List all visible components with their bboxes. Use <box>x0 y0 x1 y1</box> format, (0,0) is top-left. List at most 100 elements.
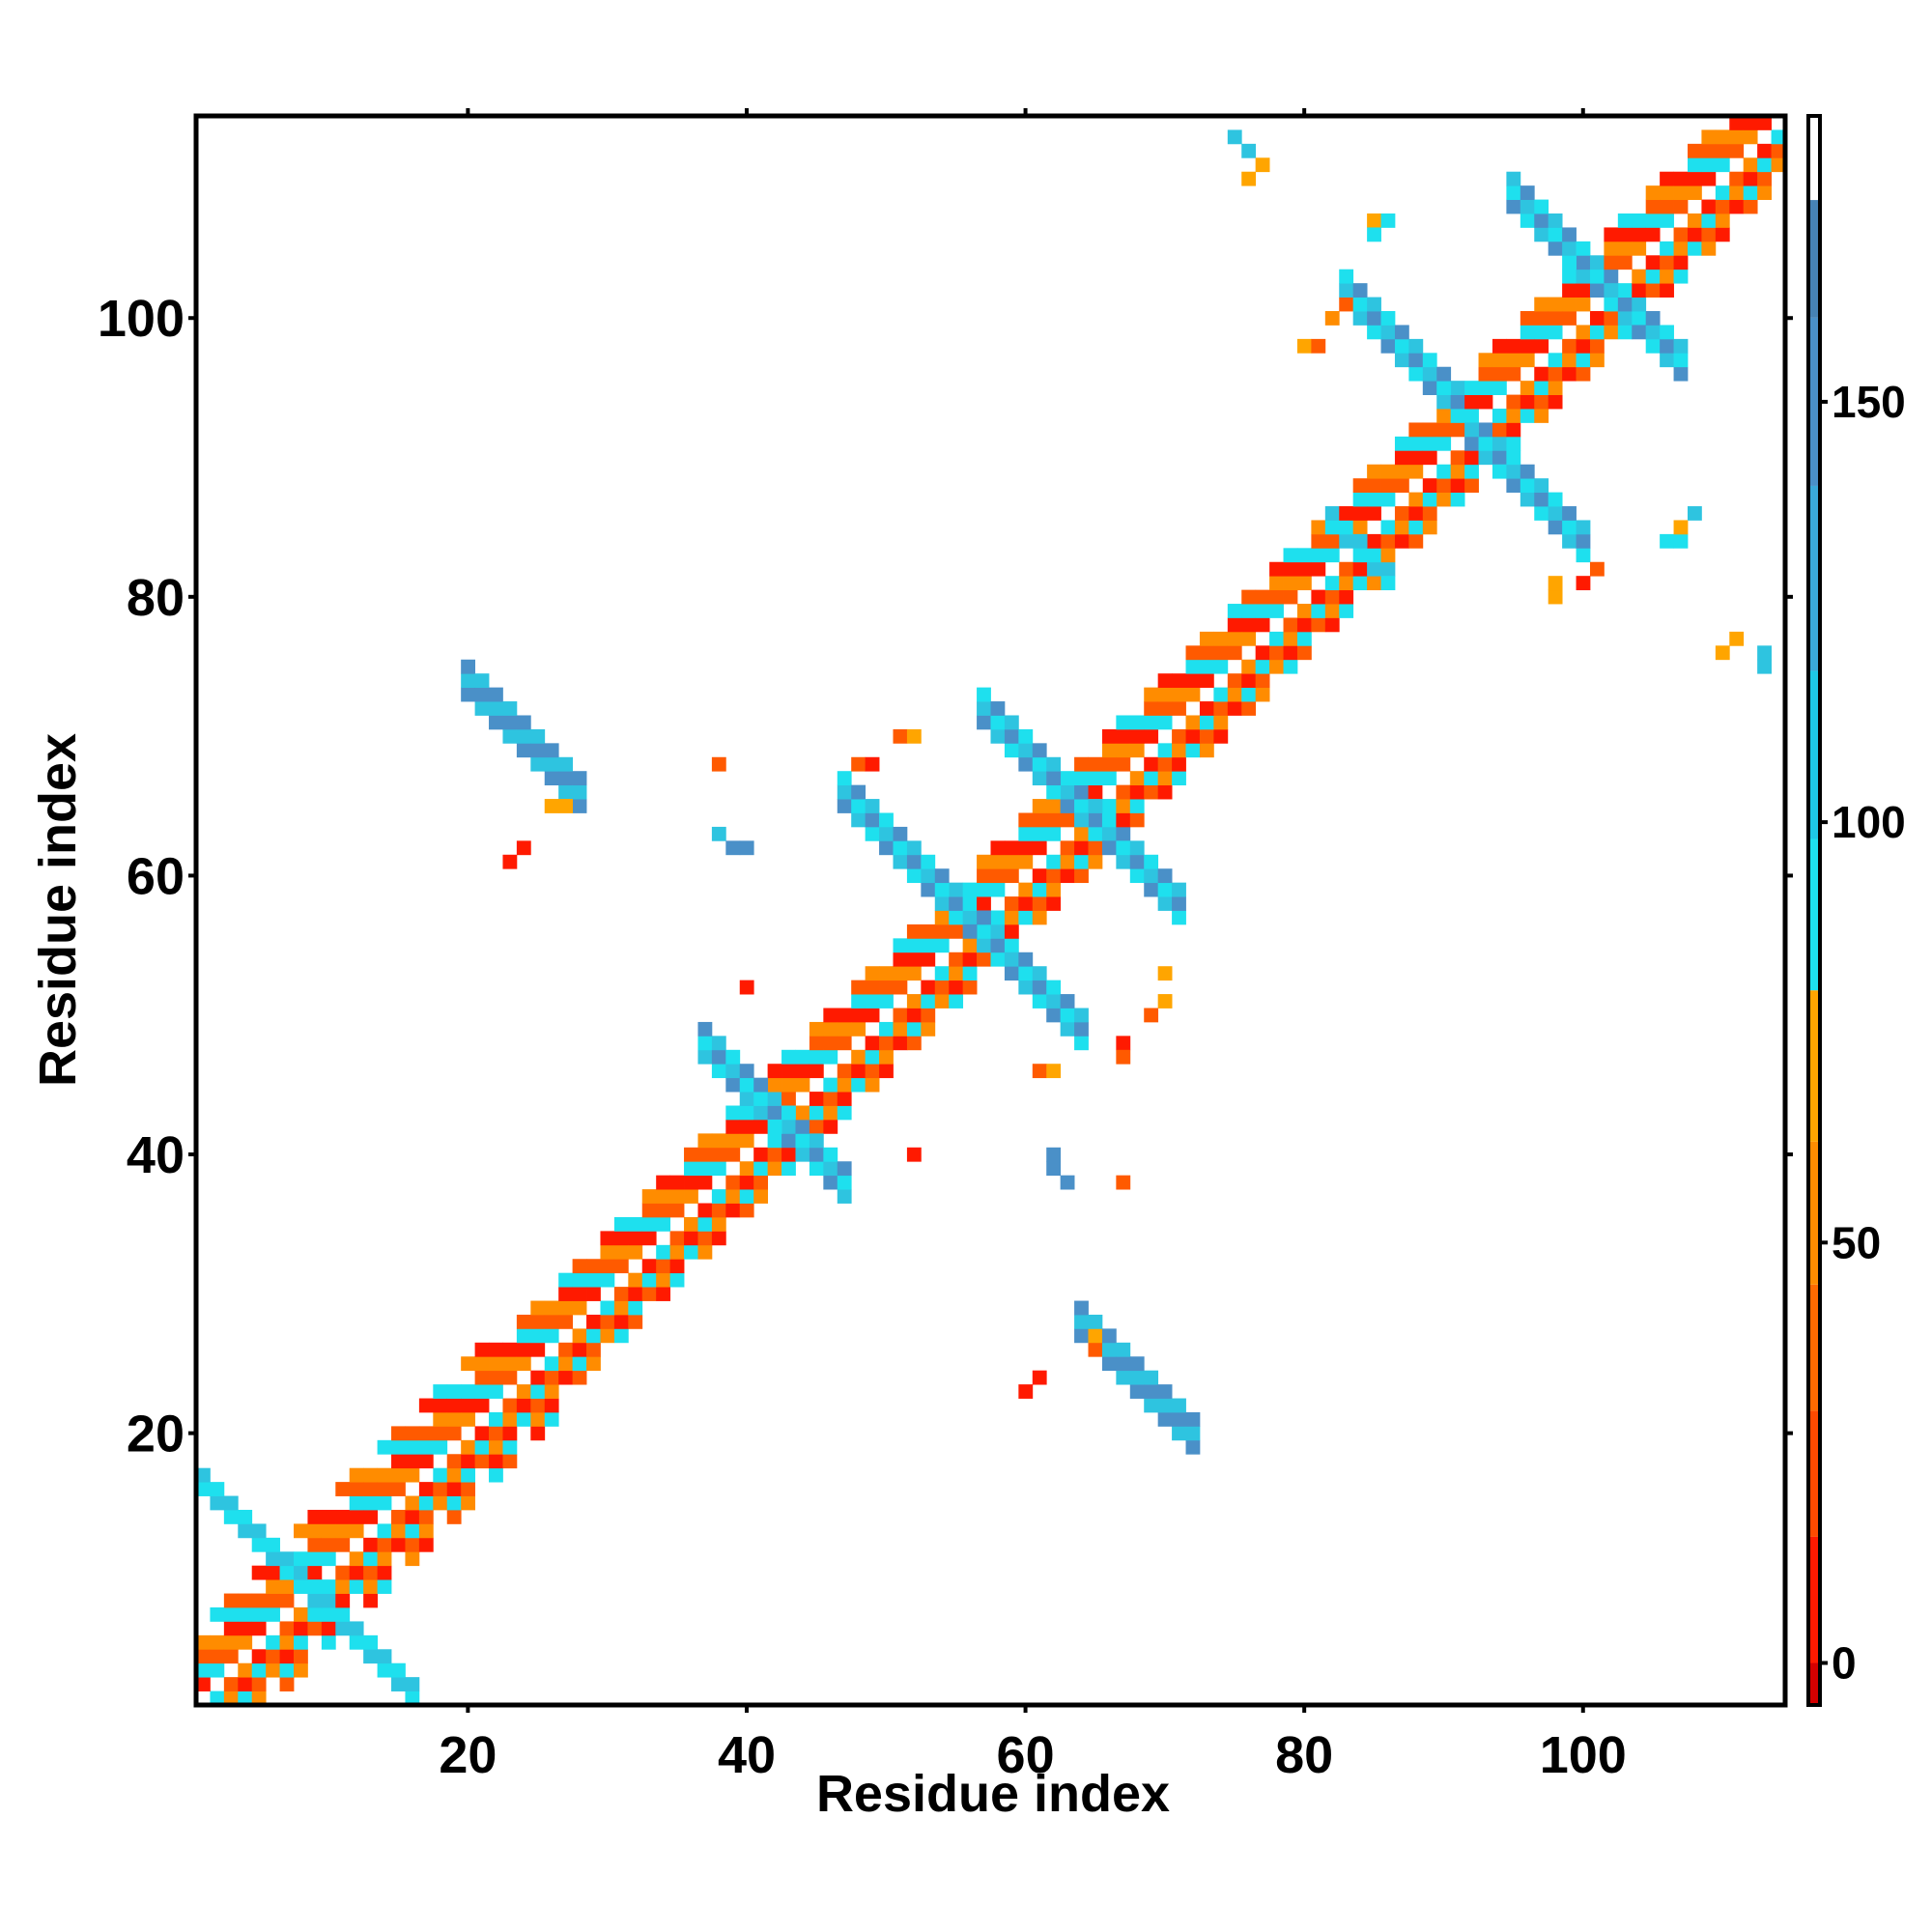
heatmap-cell <box>656 1244 671 1260</box>
heatmap-cell <box>1172 1426 1186 1441</box>
colorbar-band <box>1808 1284 1820 1411</box>
heatmap-cell <box>1520 213 1535 228</box>
heatmap-cell <box>1534 506 1549 521</box>
heatmap-cell <box>1157 687 1173 702</box>
heatmap-cell <box>795 1105 810 1121</box>
heatmap-cell <box>279 1579 295 1594</box>
heatmap-cell <box>781 1105 796 1121</box>
heatmap-cell <box>266 1649 280 1664</box>
heatmap-cell <box>1116 743 1131 758</box>
heatmap-cell <box>1548 241 1563 256</box>
heatmap-cell <box>391 1523 406 1539</box>
heatmap-cell <box>461 1482 475 1496</box>
heatmap-cell <box>837 1175 852 1190</box>
heatmap-cell <box>641 1231 657 1246</box>
heatmap-cell <box>893 966 908 981</box>
heatmap-cell <box>1004 896 1019 911</box>
heatmap-cell <box>1004 854 1019 869</box>
heatmap-cell <box>1673 185 1689 200</box>
heatmap-cell <box>1715 185 1730 200</box>
heatmap-cell <box>1157 701 1173 716</box>
colorbar: 0 50 100 150 <box>1806 114 1906 1707</box>
heatmap-cell <box>823 1175 838 1190</box>
heatmap-cell <box>349 1621 364 1636</box>
heatmap-cell <box>1408 492 1424 507</box>
heatmap-cell <box>1492 422 1507 438</box>
heatmap-cell <box>530 1384 546 1399</box>
heatmap-cell <box>1408 450 1424 466</box>
heatmap-cell <box>1144 756 1159 772</box>
heatmap-cell <box>558 799 574 813</box>
heatmap-cell <box>1101 771 1117 786</box>
heatmap-cell <box>809 1064 824 1079</box>
x-tick-label: 80 <box>1275 1726 1333 1784</box>
heatmap-cell <box>656 1272 671 1288</box>
heatmap-cell <box>446 1398 462 1413</box>
heatmap-cell <box>879 1049 894 1065</box>
heatmap-cell <box>1144 1384 1159 1399</box>
heatmap-cell <box>949 980 964 995</box>
heatmap-cell <box>446 1509 462 1524</box>
heatmap-cell <box>851 784 867 800</box>
heatmap-cell <box>1129 854 1145 869</box>
heatmap-cell <box>753 1147 769 1162</box>
heatmap-cell <box>1617 311 1633 326</box>
heatmap-cell <box>893 854 908 869</box>
colorbar-band <box>1808 317 1820 486</box>
heatmap-cell <box>489 1384 503 1399</box>
heatmap-cell <box>1673 269 1689 284</box>
heatmap-cell <box>1576 338 1591 354</box>
heatmap-cell <box>196 1467 211 1483</box>
heatmap-cell <box>502 701 518 716</box>
heatmap-cell <box>266 1537 280 1552</box>
y-axis-ticks: 20 40 60 80 100 <box>98 290 1793 1463</box>
heatmap-cell <box>1004 938 1019 953</box>
heatmap-cell <box>1172 728 1186 744</box>
heatmap-cell <box>1283 589 1298 605</box>
heatmap-cell <box>377 1662 392 1678</box>
heatmap-cell <box>1074 854 1089 869</box>
heatmap-cell <box>335 1537 351 1552</box>
heatmap-cell <box>1506 450 1521 466</box>
heatmap-cell <box>1589 353 1605 368</box>
heatmap-cell <box>906 923 922 939</box>
heatmap-cell <box>377 1565 392 1580</box>
heatmap-cell <box>1311 533 1326 549</box>
heatmap-cell <box>1743 199 1758 214</box>
heatmap-cell <box>1339 506 1354 521</box>
heatmap-cell <box>544 1370 559 1385</box>
heatmap-cell <box>767 1105 782 1121</box>
heatmap-cell <box>1060 799 1075 813</box>
heatmap-cell <box>405 1439 420 1455</box>
heatmap-cell <box>1743 171 1758 186</box>
heatmap-cell <box>1367 464 1381 479</box>
heatmap-cell <box>893 840 908 856</box>
colorbar-band <box>1808 990 1820 1142</box>
heatmap-cell <box>251 1662 267 1678</box>
heatmap-cell <box>321 1551 336 1567</box>
heatmap-cell <box>1339 561 1354 577</box>
heatmap-cell <box>1450 394 1465 410</box>
heatmap-cell <box>1534 338 1549 354</box>
heatmap-cell <box>1673 338 1689 354</box>
heatmap-cell <box>1296 561 1312 577</box>
heatmap-cell <box>697 1161 713 1177</box>
heatmap-cell <box>1352 283 1368 298</box>
heatmap-cell <box>1645 185 1661 200</box>
heatmap-cell <box>1311 338 1326 354</box>
heatmap-cell <box>502 854 518 869</box>
heatmap-cell <box>1046 771 1062 786</box>
heatmap-cell <box>641 1203 657 1218</box>
heatmap-cell <box>1408 366 1424 382</box>
heatmap-cell <box>266 1634 280 1650</box>
heatmap-cell <box>377 1467 392 1483</box>
heatmap-cell <box>1116 1370 1131 1385</box>
heatmap-cell <box>1589 311 1605 326</box>
heatmap-cell <box>1492 436 1507 451</box>
heatmap-cell <box>1394 533 1409 549</box>
heatmap-cell <box>1157 896 1173 911</box>
heatmap-cell <box>1046 1147 1062 1162</box>
heatmap-cell <box>962 980 978 995</box>
heatmap-cell <box>1548 589 1563 605</box>
heatmap-cell <box>865 1077 880 1093</box>
